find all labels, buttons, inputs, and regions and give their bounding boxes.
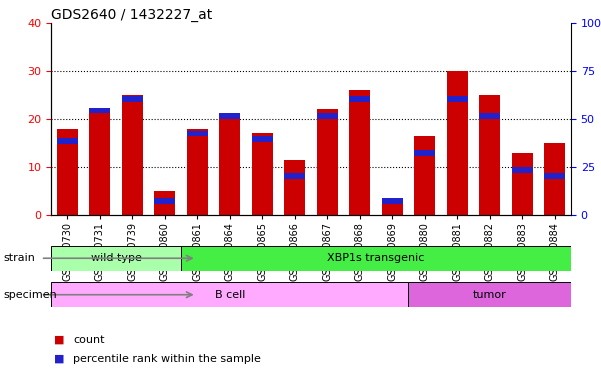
Bar bbox=[409, 282, 571, 307]
Bar bbox=[479, 113, 500, 119]
Bar bbox=[317, 113, 338, 119]
Bar bbox=[349, 90, 370, 215]
Bar bbox=[382, 200, 403, 215]
Bar bbox=[447, 71, 468, 215]
Bar bbox=[284, 160, 305, 215]
Text: wild type: wild type bbox=[91, 253, 141, 263]
Bar bbox=[349, 96, 370, 102]
Text: XBP1s transgenic: XBP1s transgenic bbox=[328, 253, 425, 263]
Text: percentile rank within the sample: percentile rank within the sample bbox=[73, 354, 261, 364]
Bar bbox=[511, 167, 532, 173]
Text: B cell: B cell bbox=[215, 290, 245, 300]
Text: GDS2640 / 1432227_at: GDS2640 / 1432227_at bbox=[51, 8, 212, 22]
Bar bbox=[187, 131, 208, 136]
Bar bbox=[90, 109, 111, 215]
Bar bbox=[252, 136, 273, 142]
Bar bbox=[181, 246, 571, 271]
Bar bbox=[447, 96, 468, 102]
Bar bbox=[219, 114, 240, 215]
Bar bbox=[56, 129, 78, 215]
Bar bbox=[414, 136, 435, 215]
Bar bbox=[544, 143, 566, 215]
Text: tumor: tumor bbox=[473, 290, 507, 300]
Bar bbox=[479, 95, 500, 215]
Bar bbox=[122, 95, 143, 215]
Bar bbox=[90, 108, 111, 113]
Bar bbox=[252, 134, 273, 215]
Bar bbox=[154, 198, 175, 204]
Text: ■: ■ bbox=[54, 335, 64, 345]
Bar bbox=[122, 96, 143, 102]
Bar bbox=[544, 173, 566, 179]
Text: ■: ■ bbox=[54, 354, 64, 364]
Bar bbox=[511, 152, 532, 215]
Bar bbox=[317, 109, 338, 215]
Bar bbox=[219, 113, 240, 119]
Text: strain: strain bbox=[3, 253, 35, 263]
Bar bbox=[154, 191, 175, 215]
Bar bbox=[284, 173, 305, 179]
Bar bbox=[51, 246, 181, 271]
Text: specimen: specimen bbox=[3, 290, 56, 300]
Text: count: count bbox=[73, 335, 105, 345]
Bar bbox=[414, 150, 435, 156]
Bar bbox=[187, 129, 208, 215]
Bar bbox=[56, 138, 78, 144]
Bar bbox=[382, 198, 403, 204]
Bar bbox=[51, 282, 409, 307]
